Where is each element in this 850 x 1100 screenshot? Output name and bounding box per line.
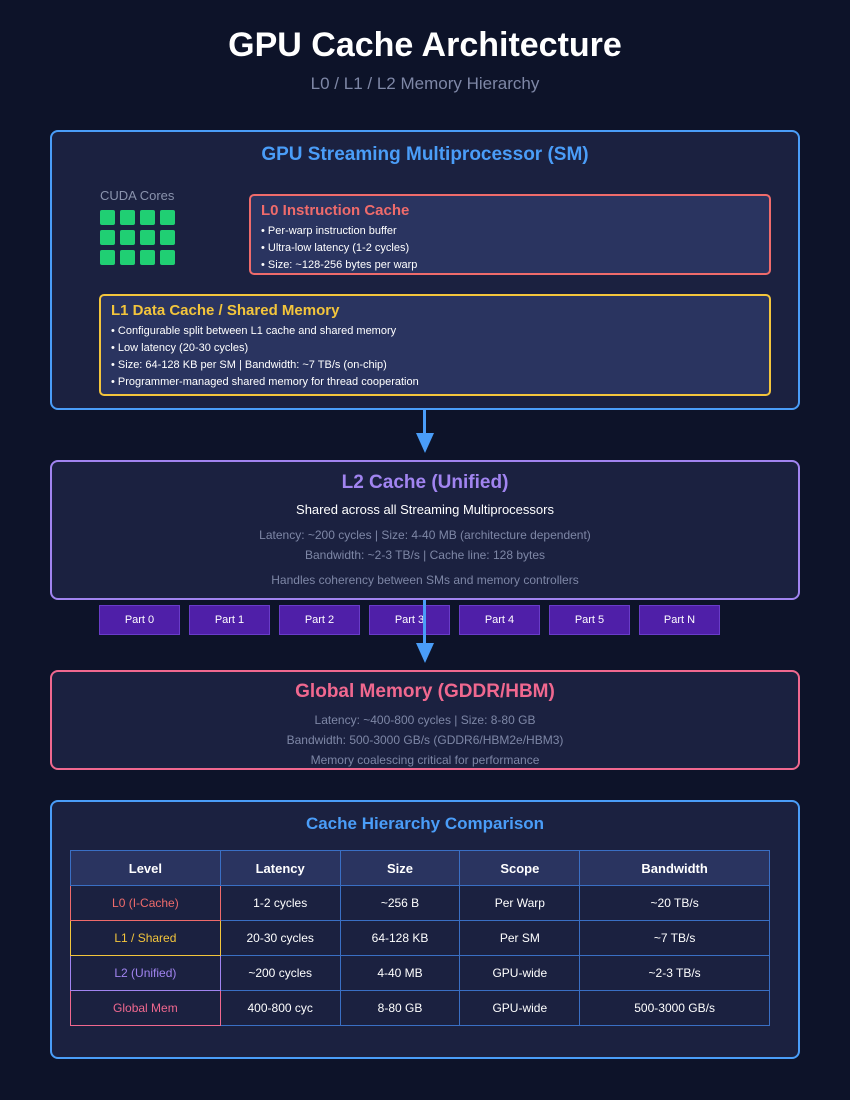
cuda-core	[140, 210, 155, 225]
level-cell: L1 / Shared	[70, 920, 221, 956]
l2-coherency-text: Handles coherency between SMs and memory…	[271, 573, 579, 587]
cuda-core	[100, 210, 115, 225]
latency-cell: 20-30 cycles	[219, 920, 341, 956]
page-title: GPU Cache Architecture	[228, 26, 622, 64]
table-row: L2 (Unified) ~200 cycles 4-40 MB GPU-wid…	[70, 955, 770, 991]
l2-partition: Part 3	[369, 605, 450, 635]
cuda-core	[140, 230, 155, 245]
l2-cache-panel	[50, 460, 800, 600]
column-header-scope: Scope	[459, 850, 581, 886]
size-cell: 4-40 MB	[339, 955, 461, 991]
l2-partition: Part 1	[189, 605, 270, 635]
cuda-core	[160, 210, 175, 225]
latency-cell: 1-2 cycles	[219, 885, 341, 921]
global-bandwidth-text: Bandwidth: 500-3000 GB/s (GDDR6/HBM2e/HB…	[286, 733, 564, 747]
latency-cell: ~200 cycles	[219, 955, 341, 991]
l1-bullet: • Programmer-managed shared memory for t…	[111, 376, 419, 388]
l2-partition: Part N	[639, 605, 720, 635]
bandwidth-cell: ~2-3 TB/s	[579, 955, 770, 991]
l1-bullet: • Size: 64-128 KB per SM | Bandwidth: ~7…	[111, 359, 387, 371]
l2-title: L2 Cache (Unified)	[341, 472, 509, 493]
l2-partition: Part 4	[459, 605, 540, 635]
l1-bullet: • Configurable split between L1 cache an…	[111, 325, 397, 337]
table-header-row: Level Latency Size Scope Bandwidth	[70, 850, 770, 886]
sm-title: GPU Streaming Multiprocessor (SM)	[261, 144, 589, 165]
scope-cell: GPU-wide	[459, 955, 581, 991]
l2-partition: Part 5	[549, 605, 630, 635]
l0-bullet: • Per-warp instruction buffer	[261, 225, 397, 237]
level-cell: L0 (I-Cache)	[70, 885, 221, 921]
l2-partition: Part 2	[279, 605, 360, 635]
scope-cell: GPU-wide	[459, 990, 581, 1026]
table-row: Global Mem 400-800 cyc 8-80 GB GPU-wide …	[70, 990, 770, 1026]
cuda-core	[120, 210, 135, 225]
bandwidth-cell: ~7 TB/s	[579, 920, 770, 956]
l0-title: L0 Instruction Cache	[261, 202, 410, 219]
cuda-core	[160, 250, 175, 265]
bandwidth-cell: 500-3000 GB/s	[579, 990, 770, 1026]
global-memory-panel	[50, 670, 800, 770]
cuda-core	[120, 230, 135, 245]
table-row: L0 (I-Cache) 1-2 cycles ~256 B Per Warp …	[70, 885, 770, 921]
l0-instruction-cache-box: L0 Instruction Cache • Per-warp instruct…	[249, 194, 771, 275]
comparison-title: Cache Hierarchy Comparison	[305, 814, 545, 833]
column-header-size: Size	[339, 850, 461, 886]
size-cell: ~256 B	[339, 885, 461, 921]
cuda-core	[120, 250, 135, 265]
l0-bullet: • Ultra-low latency (1-2 cycles)	[261, 242, 410, 254]
global-coalescing-text: Memory coalescing critical for performan…	[310, 753, 540, 767]
level-cell: L2 (Unified)	[70, 955, 221, 991]
cuda-core	[100, 250, 115, 265]
cuda-cores-label: CUDA Cores	[100, 188, 175, 203]
size-cell: 8-80 GB	[339, 990, 461, 1026]
l2-bandwidth-text: Bandwidth: ~2-3 TB/s | Cache line: 128 b…	[304, 548, 546, 562]
comparison-table: Level Latency Size Scope Bandwidth L0 (I…	[70, 850, 770, 1026]
column-header-level: Level	[70, 850, 221, 886]
cuda-core-grid	[100, 210, 176, 266]
l1-title: L1 Data Cache / Shared Memory	[111, 302, 340, 319]
bandwidth-cell: ~20 TB/s	[579, 885, 770, 921]
page-subtitle: L0 / L1 / L2 Memory Hierarchy	[310, 74, 540, 93]
l1-bullet: • Low latency (20-30 cycles)	[111, 342, 249, 354]
scope-cell: Per Warp	[459, 885, 581, 921]
global-memory-title: Global Memory (GDDR/HBM)	[295, 681, 555, 702]
l2-partition: Part 0	[99, 605, 180, 635]
column-header-bandwidth: Bandwidth	[579, 850, 770, 886]
latency-cell: 400-800 cyc	[219, 990, 341, 1026]
size-cell: 64-128 KB	[339, 920, 461, 956]
l1-data-cache-box: L1 Data Cache / Shared Memory • Configur…	[99, 294, 771, 396]
arrow-sm-to-l2-line	[423, 410, 426, 438]
scope-cell: Per SM	[459, 920, 581, 956]
arrow-l2-to-global-line	[423, 600, 426, 648]
arrow-l2-to-global-head	[416, 643, 434, 663]
global-latency-text: Latency: ~400-800 cycles | Size: 8-80 GB	[314, 713, 536, 727]
cuda-core	[160, 230, 175, 245]
table-row: L1 / Shared 20-30 cycles 64-128 KB Per S…	[70, 920, 770, 956]
cuda-core	[140, 250, 155, 265]
l2-shared-text: Shared across all Streaming Multiprocess…	[296, 502, 554, 517]
l2-latency-text: Latency: ~200 cycles | Size: 4-40 MB (ar…	[259, 528, 591, 542]
level-cell: Global Mem	[70, 990, 221, 1026]
arrow-sm-to-l2-head	[416, 433, 434, 453]
cuda-core	[100, 230, 115, 245]
column-header-latency: Latency	[219, 850, 341, 886]
l0-bullet: • Size: ~128-256 bytes per warp	[261, 259, 418, 271]
